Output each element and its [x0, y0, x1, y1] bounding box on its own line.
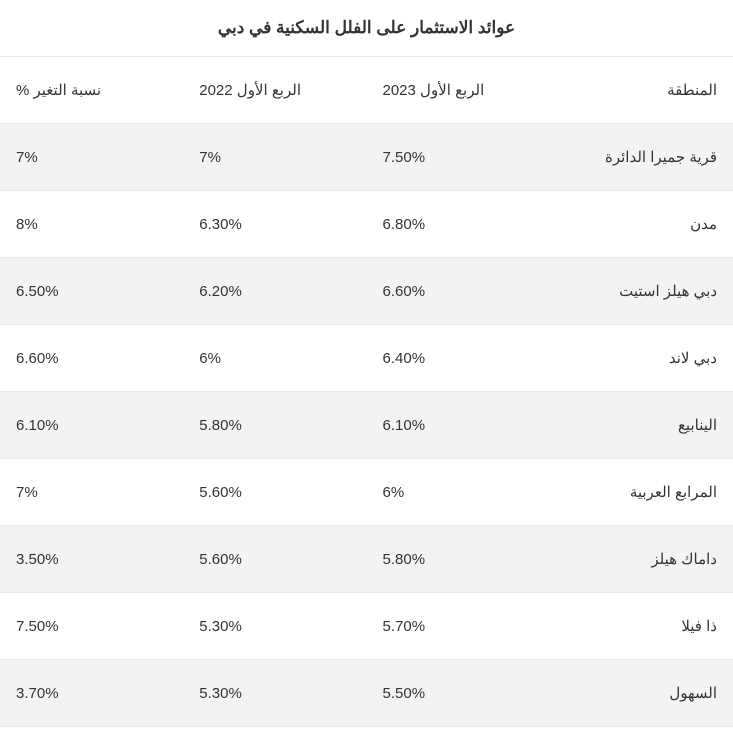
- cell-q1-2022: 5.60%: [183, 526, 366, 593]
- cell-q1-2022: 5.30%: [183, 593, 366, 660]
- cell-change: 8%: [0, 191, 183, 258]
- col-header-q1-2022: الربع الأول 2022: [183, 57, 366, 124]
- table-head: المنطقة الربع الأول 2023 الربع الأول 202…: [0, 57, 733, 124]
- table-row: مدن6.80%6.30%8%: [0, 191, 733, 258]
- cell-change: 6.60%: [0, 325, 183, 392]
- cell-q1-2023: 7.50%: [367, 124, 550, 191]
- table-row: ذا فيلا5.70%5.30%7.50%: [0, 593, 733, 660]
- cell-change: 7%: [0, 124, 183, 191]
- col-header-change: نسبة التغير %: [0, 57, 183, 124]
- cell-region: داماك هيلز: [550, 526, 733, 593]
- cell-change: 3.50%: [0, 526, 183, 593]
- cell-q1-2023: 6.80%: [367, 191, 550, 258]
- table-row: دبي هيلز استيت6.60%6.20%6.50%: [0, 258, 733, 325]
- cell-q1-2023: 5.50%: [367, 660, 550, 727]
- villa-roi-table-container: عوائد الاستثمار على الفلل السكنية في دبي…: [0, 0, 733, 727]
- cell-q1-2023: 6.10%: [367, 392, 550, 459]
- cell-region: مدن: [550, 191, 733, 258]
- table-row: المرابع العربية6%5.60%7%: [0, 459, 733, 526]
- cell-change: 6.10%: [0, 392, 183, 459]
- cell-q1-2022: 5.60%: [183, 459, 366, 526]
- cell-q1-2022: 7%: [183, 124, 366, 191]
- cell-q1-2023: 5.80%: [367, 526, 550, 593]
- table-row: السهول5.50%5.30%3.70%: [0, 660, 733, 727]
- col-header-q1-2023: الربع الأول 2023: [367, 57, 550, 124]
- cell-change: 3.70%: [0, 660, 183, 727]
- table-row: الينابيع6.10%5.80%6.10%: [0, 392, 733, 459]
- cell-region: ذا فيلا: [550, 593, 733, 660]
- header-row: المنطقة الربع الأول 2023 الربع الأول 202…: [0, 57, 733, 124]
- table-row: قرية جميرا الدائرة7.50%7%7%: [0, 124, 733, 191]
- table-row: داماك هيلز5.80%5.60%3.50%: [0, 526, 733, 593]
- col-header-region: المنطقة: [550, 57, 733, 124]
- cell-region: السهول: [550, 660, 733, 727]
- table-title: عوائد الاستثمار على الفلل السكنية في دبي: [0, 0, 733, 57]
- cell-q1-2023: 6%: [367, 459, 550, 526]
- cell-q1-2022: 5.30%: [183, 660, 366, 727]
- cell-region: دبي هيلز استيت: [550, 258, 733, 325]
- cell-region: قرية جميرا الدائرة: [550, 124, 733, 191]
- cell-change: 7%: [0, 459, 183, 526]
- cell-region: المرابع العربية: [550, 459, 733, 526]
- cell-q1-2022: 6%: [183, 325, 366, 392]
- cell-q1-2023: 5.70%: [367, 593, 550, 660]
- cell-change: 6.50%: [0, 258, 183, 325]
- cell-q1-2022: 6.20%: [183, 258, 366, 325]
- cell-region: الينابيع: [550, 392, 733, 459]
- cell-q1-2022: 6.30%: [183, 191, 366, 258]
- table-row: دبي لاند6.40%6%6.60%: [0, 325, 733, 392]
- table-body: قرية جميرا الدائرة7.50%7%7%مدن6.80%6.30%…: [0, 124, 733, 727]
- cell-q1-2022: 5.80%: [183, 392, 366, 459]
- cell-q1-2023: 6.40%: [367, 325, 550, 392]
- cell-change: 7.50%: [0, 593, 183, 660]
- cell-q1-2023: 6.60%: [367, 258, 550, 325]
- villa-roi-table: عوائد الاستثمار على الفلل السكنية في دبي…: [0, 0, 733, 727]
- cell-region: دبي لاند: [550, 325, 733, 392]
